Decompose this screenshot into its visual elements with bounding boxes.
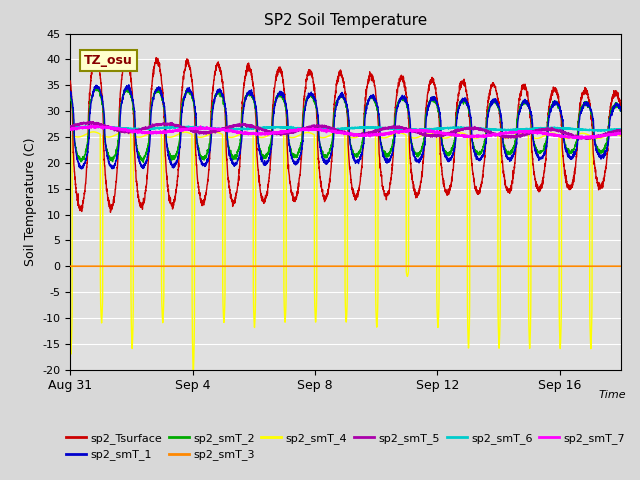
Legend: sp2_Tsurface, sp2_smT_1, sp2_smT_2, sp2_smT_3, sp2_smT_4, sp2_smT_5, sp2_smT_6, : sp2_Tsurface, sp2_smT_1, sp2_smT_2, sp2_…	[61, 429, 630, 465]
Text: TZ_osu: TZ_osu	[84, 54, 133, 67]
Y-axis label: Soil Temperature (C): Soil Temperature (C)	[24, 137, 37, 266]
Title: SP2 Soil Temperature: SP2 Soil Temperature	[264, 13, 428, 28]
Text: Time: Time	[598, 390, 627, 400]
